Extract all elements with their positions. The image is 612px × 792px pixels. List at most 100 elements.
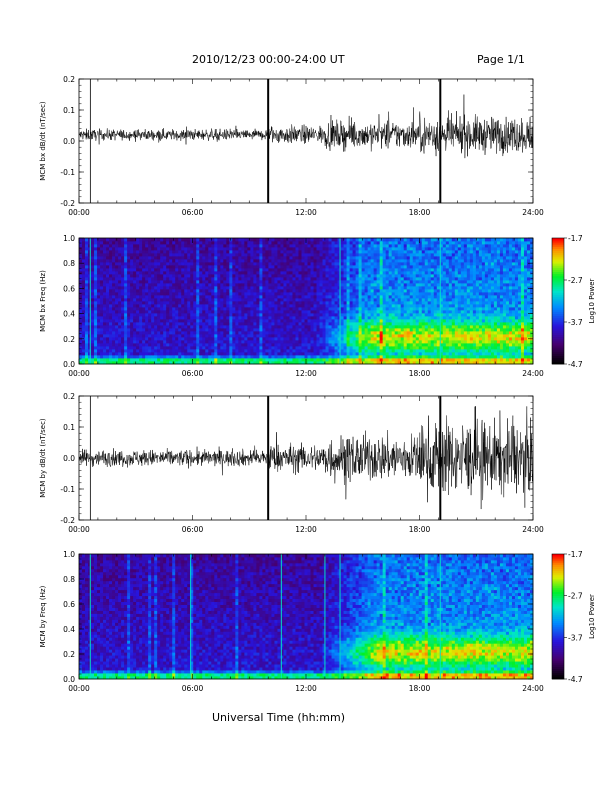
- spectrogram-cell: [391, 244, 396, 248]
- spectrogram-cell: [328, 256, 332, 260]
- spectrogram-cell: [112, 322, 116, 326]
- spectrogram-cell: [82, 331, 86, 335]
- spectrogram-cell: [235, 256, 239, 260]
- spectrogram-cell: [181, 244, 185, 248]
- spectrogram-cell: [265, 274, 269, 278]
- spectrogram-cell: [307, 349, 311, 353]
- spectrogram-cell: [103, 358, 107, 362]
- spectrogram-cell: [181, 280, 185, 284]
- spectrogram-cell: [382, 295, 387, 299]
- spectrogram-cell: [202, 328, 206, 332]
- spectrogram-cell: [211, 304, 215, 308]
- spectrogram-cell: [190, 325, 194, 329]
- spectrogram-cell: [355, 271, 360, 275]
- spectrogram-cell: [151, 268, 155, 272]
- spectrogram-cell: [214, 259, 218, 263]
- spectrogram-cell: [85, 331, 89, 335]
- spectrogram-cell: [166, 310, 170, 314]
- spectrogram-cell: [124, 256, 128, 260]
- spectrogram-cell: [121, 328, 125, 332]
- spectrogram-cell: [121, 343, 125, 347]
- spectrogram-cell: [418, 247, 423, 251]
- spectrogram-cell: [112, 274, 116, 278]
- spectrogram-cell: [325, 286, 329, 290]
- spectrogram-cell: [142, 331, 146, 335]
- spectrogram-cell: [88, 259, 92, 263]
- spectrogram-cell: [379, 268, 384, 272]
- spectrogram-cell: [250, 271, 254, 275]
- spectrogram-cell: [397, 328, 402, 332]
- spectrogram-cell: [232, 325, 236, 329]
- spectrogram-cell: [247, 349, 251, 353]
- spectrogram-cell: [127, 304, 131, 308]
- spectrogram-cell: [112, 346, 116, 350]
- spectrogram-cell: [184, 238, 188, 242]
- spectrogram-cell: [115, 256, 119, 260]
- spectrogram-cell: [289, 328, 293, 332]
- spectrogram-cell: [220, 298, 224, 302]
- spectrogram-cell: [112, 316, 116, 320]
- spectrogram-cell: [82, 271, 86, 275]
- spectrogram-cell: [397, 322, 402, 326]
- spectrogram-cell: [319, 304, 323, 308]
- spectrogram-cell: [160, 250, 164, 254]
- spectrogram-cell: [103, 298, 107, 302]
- spectrogram-cell: [376, 274, 381, 278]
- spectrogram-cell: [115, 262, 119, 266]
- spectrogram-cell: [217, 292, 221, 296]
- spectrogram-cell: [307, 304, 311, 308]
- spectrogram-cell: [190, 301, 194, 305]
- spectrogram-cell: [286, 310, 290, 314]
- spectrogram-cell: [148, 238, 152, 242]
- spectrogram-cell: [358, 253, 363, 257]
- spectrogram-cell: [313, 361, 317, 365]
- spectrogram-cell: [298, 295, 302, 299]
- spectrogram-cell: [193, 283, 197, 287]
- spectrogram-cell: [88, 325, 92, 329]
- spectrogram-cell: [292, 244, 296, 248]
- spectrogram-cell: [355, 274, 360, 278]
- spectrogram-cell: [82, 241, 86, 245]
- spectrogram-cell: [265, 277, 269, 281]
- spectrogram-cell: [286, 343, 290, 347]
- spectrogram-cell: [151, 340, 155, 344]
- spectrogram-cell: [367, 250, 372, 254]
- spectrogram-cell: [421, 301, 426, 305]
- spectrogram-cell: [199, 331, 203, 335]
- spectrogram-cell: [172, 361, 176, 365]
- spectrogram-cell: [157, 361, 161, 365]
- spectrogram-cell: [424, 259, 429, 263]
- spectrogram-cell: [268, 343, 272, 347]
- spectrogram-cell: [298, 283, 302, 287]
- spectrogram-cell: [349, 304, 354, 308]
- spectrogram-cell: [169, 238, 173, 242]
- spectrogram-cell: [85, 256, 89, 260]
- spectrogram-cell: [313, 346, 317, 350]
- spectrogram-cell: [274, 247, 278, 251]
- spectrogram-cell: [88, 241, 92, 245]
- spectrogram-cell: [346, 244, 350, 248]
- spectrogram-cell: [247, 292, 251, 296]
- spectrogram-cell: [88, 358, 92, 362]
- spectrogram-cell: [313, 313, 317, 317]
- spectrogram-cell: [151, 292, 155, 296]
- spectrogram-cell: [304, 286, 308, 290]
- spectrogram-cell: [319, 277, 323, 281]
- spectrogram-cell: [232, 289, 236, 293]
- spectrogram-cell: [121, 355, 125, 359]
- spectrogram-cell: [403, 331, 408, 335]
- spectrogram-cell: [202, 325, 206, 329]
- spectrogram-cell: [319, 325, 323, 329]
- spectrogram-cell: [310, 259, 314, 263]
- spectrogram-cell: [106, 301, 110, 305]
- spectrogram-cell: [97, 334, 101, 338]
- spectrogram-cell: [103, 274, 107, 278]
- spectrogram-cell: [88, 280, 92, 284]
- spectrogram-cell: [346, 325, 350, 329]
- spectrogram-cell: [400, 262, 405, 266]
- spectrogram-cell: [403, 355, 408, 359]
- spectrogram-cell: [157, 307, 161, 311]
- spectrogram-cell: [211, 331, 215, 335]
- spectrogram-cell: [268, 280, 272, 284]
- spectrogram-cell: [328, 349, 332, 353]
